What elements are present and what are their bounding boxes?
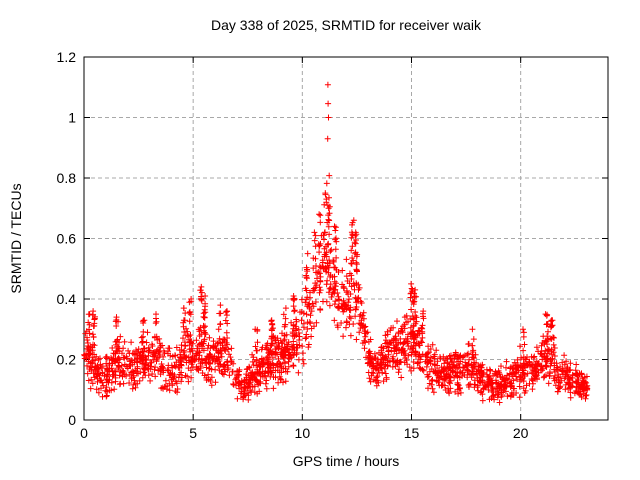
- y-tick-label: 1: [68, 110, 76, 126]
- y-tick-label: 0.4: [57, 291, 77, 307]
- tick-marks-layer: [83, 56, 608, 421]
- x-axis-label: GPS time / hours: [293, 453, 400, 469]
- y-tick-label: 0: [68, 412, 76, 428]
- x-tick-label: 5: [189, 425, 197, 441]
- y-tick-label: 1.2: [57, 49, 77, 65]
- x-tick-label: 20: [513, 425, 529, 441]
- y-tick-label: 0.8: [57, 170, 77, 186]
- chart-title: Day 338 of 2025, SRMTID for receiver wai…: [211, 17, 482, 33]
- tick-labels-layer: 0 5 10 15 20 0 0.2 0.4 0.6 0.8 1 1.2: [57, 49, 529, 441]
- x-tick-label: 15: [404, 425, 420, 441]
- y-tick-label: 0.2: [57, 352, 77, 368]
- y-tick-label: 0.6: [57, 231, 77, 247]
- x-tick-label: 0: [80, 425, 88, 441]
- x-tick-label: 10: [295, 425, 311, 441]
- data-points-layer: [81, 81, 591, 406]
- scatter-points: [81, 81, 591, 406]
- y-axis-label: SRMTID / TECUs: [8, 183, 24, 293]
